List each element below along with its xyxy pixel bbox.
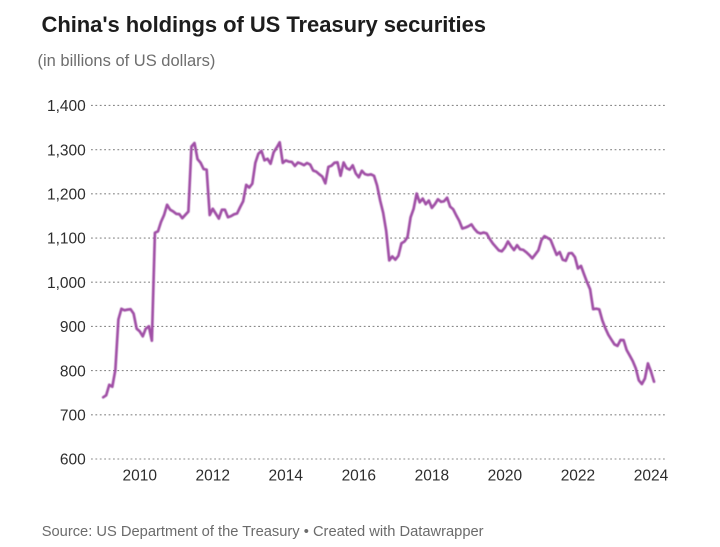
svg-text:2012: 2012 [195,467,229,484]
svg-text:600: 600 [60,452,86,469]
svg-text:2020: 2020 [488,467,523,484]
svg-text:1,100: 1,100 [47,231,86,248]
svg-text:1,400: 1,400 [47,98,86,115]
svg-text:900: 900 [60,319,86,336]
svg-text:800: 800 [60,363,86,380]
svg-text:2024: 2024 [634,467,669,484]
svg-text:2014: 2014 [269,467,304,484]
svg-text:1,200: 1,200 [47,187,86,204]
svg-text:2010: 2010 [122,467,157,484]
svg-text:700: 700 [60,408,86,425]
svg-text:2016: 2016 [342,467,376,484]
svg-text:2018: 2018 [415,467,449,484]
svg-text:1,000: 1,000 [47,275,86,292]
svg-text:1,300: 1,300 [47,142,86,159]
svg-text:2022: 2022 [561,467,595,484]
